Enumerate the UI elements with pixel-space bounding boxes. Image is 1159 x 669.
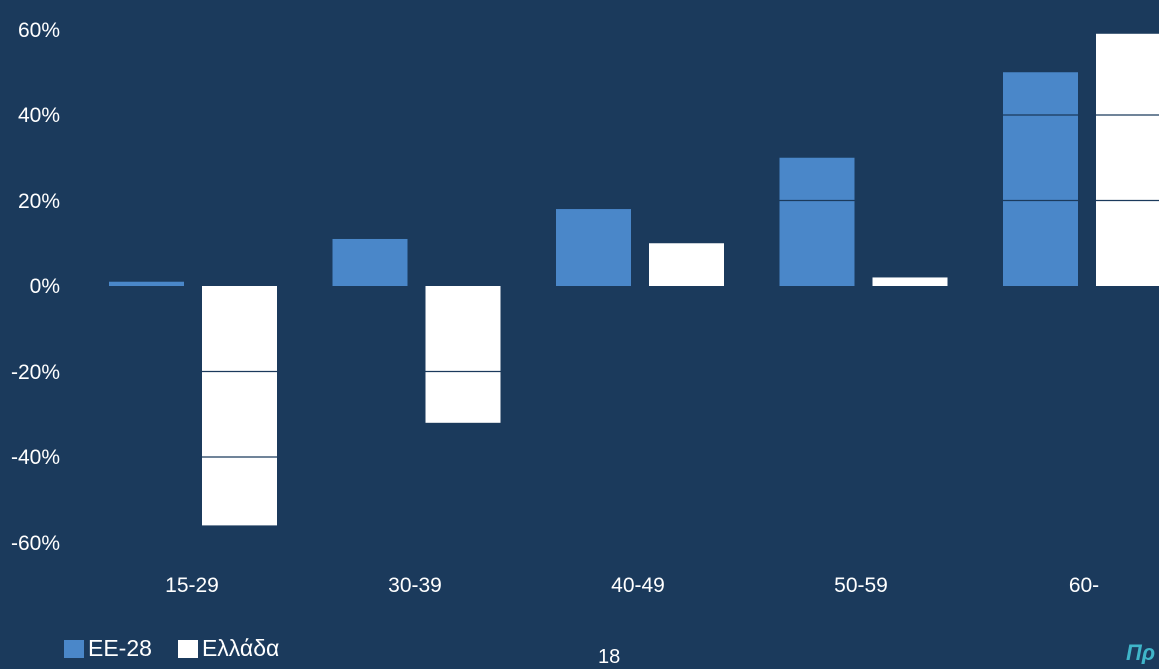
legend-label-greece: Ελλάδα bbox=[201, 635, 280, 661]
bar-eu28-60- bbox=[1003, 72, 1078, 286]
x-tick-label: 40-49 bbox=[611, 574, 665, 597]
legend-swatch-eu28 bbox=[64, 639, 84, 658]
bar-chart: 60% 40% 20% 0% -20% -40% -60% 15-29 30-3… bbox=[11, 19, 1159, 597]
y-axis: 60% 40% 20% 0% -20% -40% -60% bbox=[11, 19, 60, 555]
bars-group bbox=[109, 33, 1159, 526]
y-tick-label: 40% bbox=[18, 104, 60, 127]
bar-eu28-30-39 bbox=[332, 238, 408, 286]
bar-eu28-50-59 bbox=[779, 157, 855, 286]
legend-item-greece: Ελλάδα bbox=[177, 635, 280, 662]
legend: ΕΕ-28 Ελλάδα bbox=[64, 635, 305, 662]
x-tick-label: 50-59 bbox=[834, 574, 888, 597]
y-tick-label: -40% bbox=[11, 446, 60, 469]
x-tick-label: 30-39 bbox=[388, 574, 442, 597]
bar-eu28-40-49 bbox=[556, 209, 631, 286]
y-tick-label: 0% bbox=[30, 275, 60, 298]
legend-item-eu28: ΕΕ-28 bbox=[64, 635, 152, 662]
x-axis: 15-29 30-39 40-49 50-59 60- bbox=[165, 574, 1099, 597]
bar-greece-40-49 bbox=[649, 243, 724, 286]
legend-label-eu28: ΕΕ-28 bbox=[88, 635, 152, 661]
bar-greece-60- bbox=[1096, 33, 1159, 287]
bar-eu28-15-29 bbox=[109, 281, 184, 286]
legend-swatch-greece bbox=[177, 639, 198, 658]
bar-greece-15-29 bbox=[202, 286, 277, 526]
x-tick-label: 60- bbox=[1069, 574, 1099, 597]
page-number: 18 bbox=[598, 646, 621, 668]
y-tick-label: 20% bbox=[18, 190, 60, 213]
y-tick-label: -60% bbox=[11, 532, 60, 555]
y-tick-label: 60% bbox=[18, 19, 60, 42]
corner-logo: Πρ bbox=[1126, 640, 1156, 664]
x-tick-label: 15-29 bbox=[165, 574, 219, 597]
bar-greece-30-39 bbox=[425, 286, 501, 423]
y-tick-label: -20% bbox=[11, 361, 60, 384]
bar-greece-50-59 bbox=[872, 277, 948, 286]
